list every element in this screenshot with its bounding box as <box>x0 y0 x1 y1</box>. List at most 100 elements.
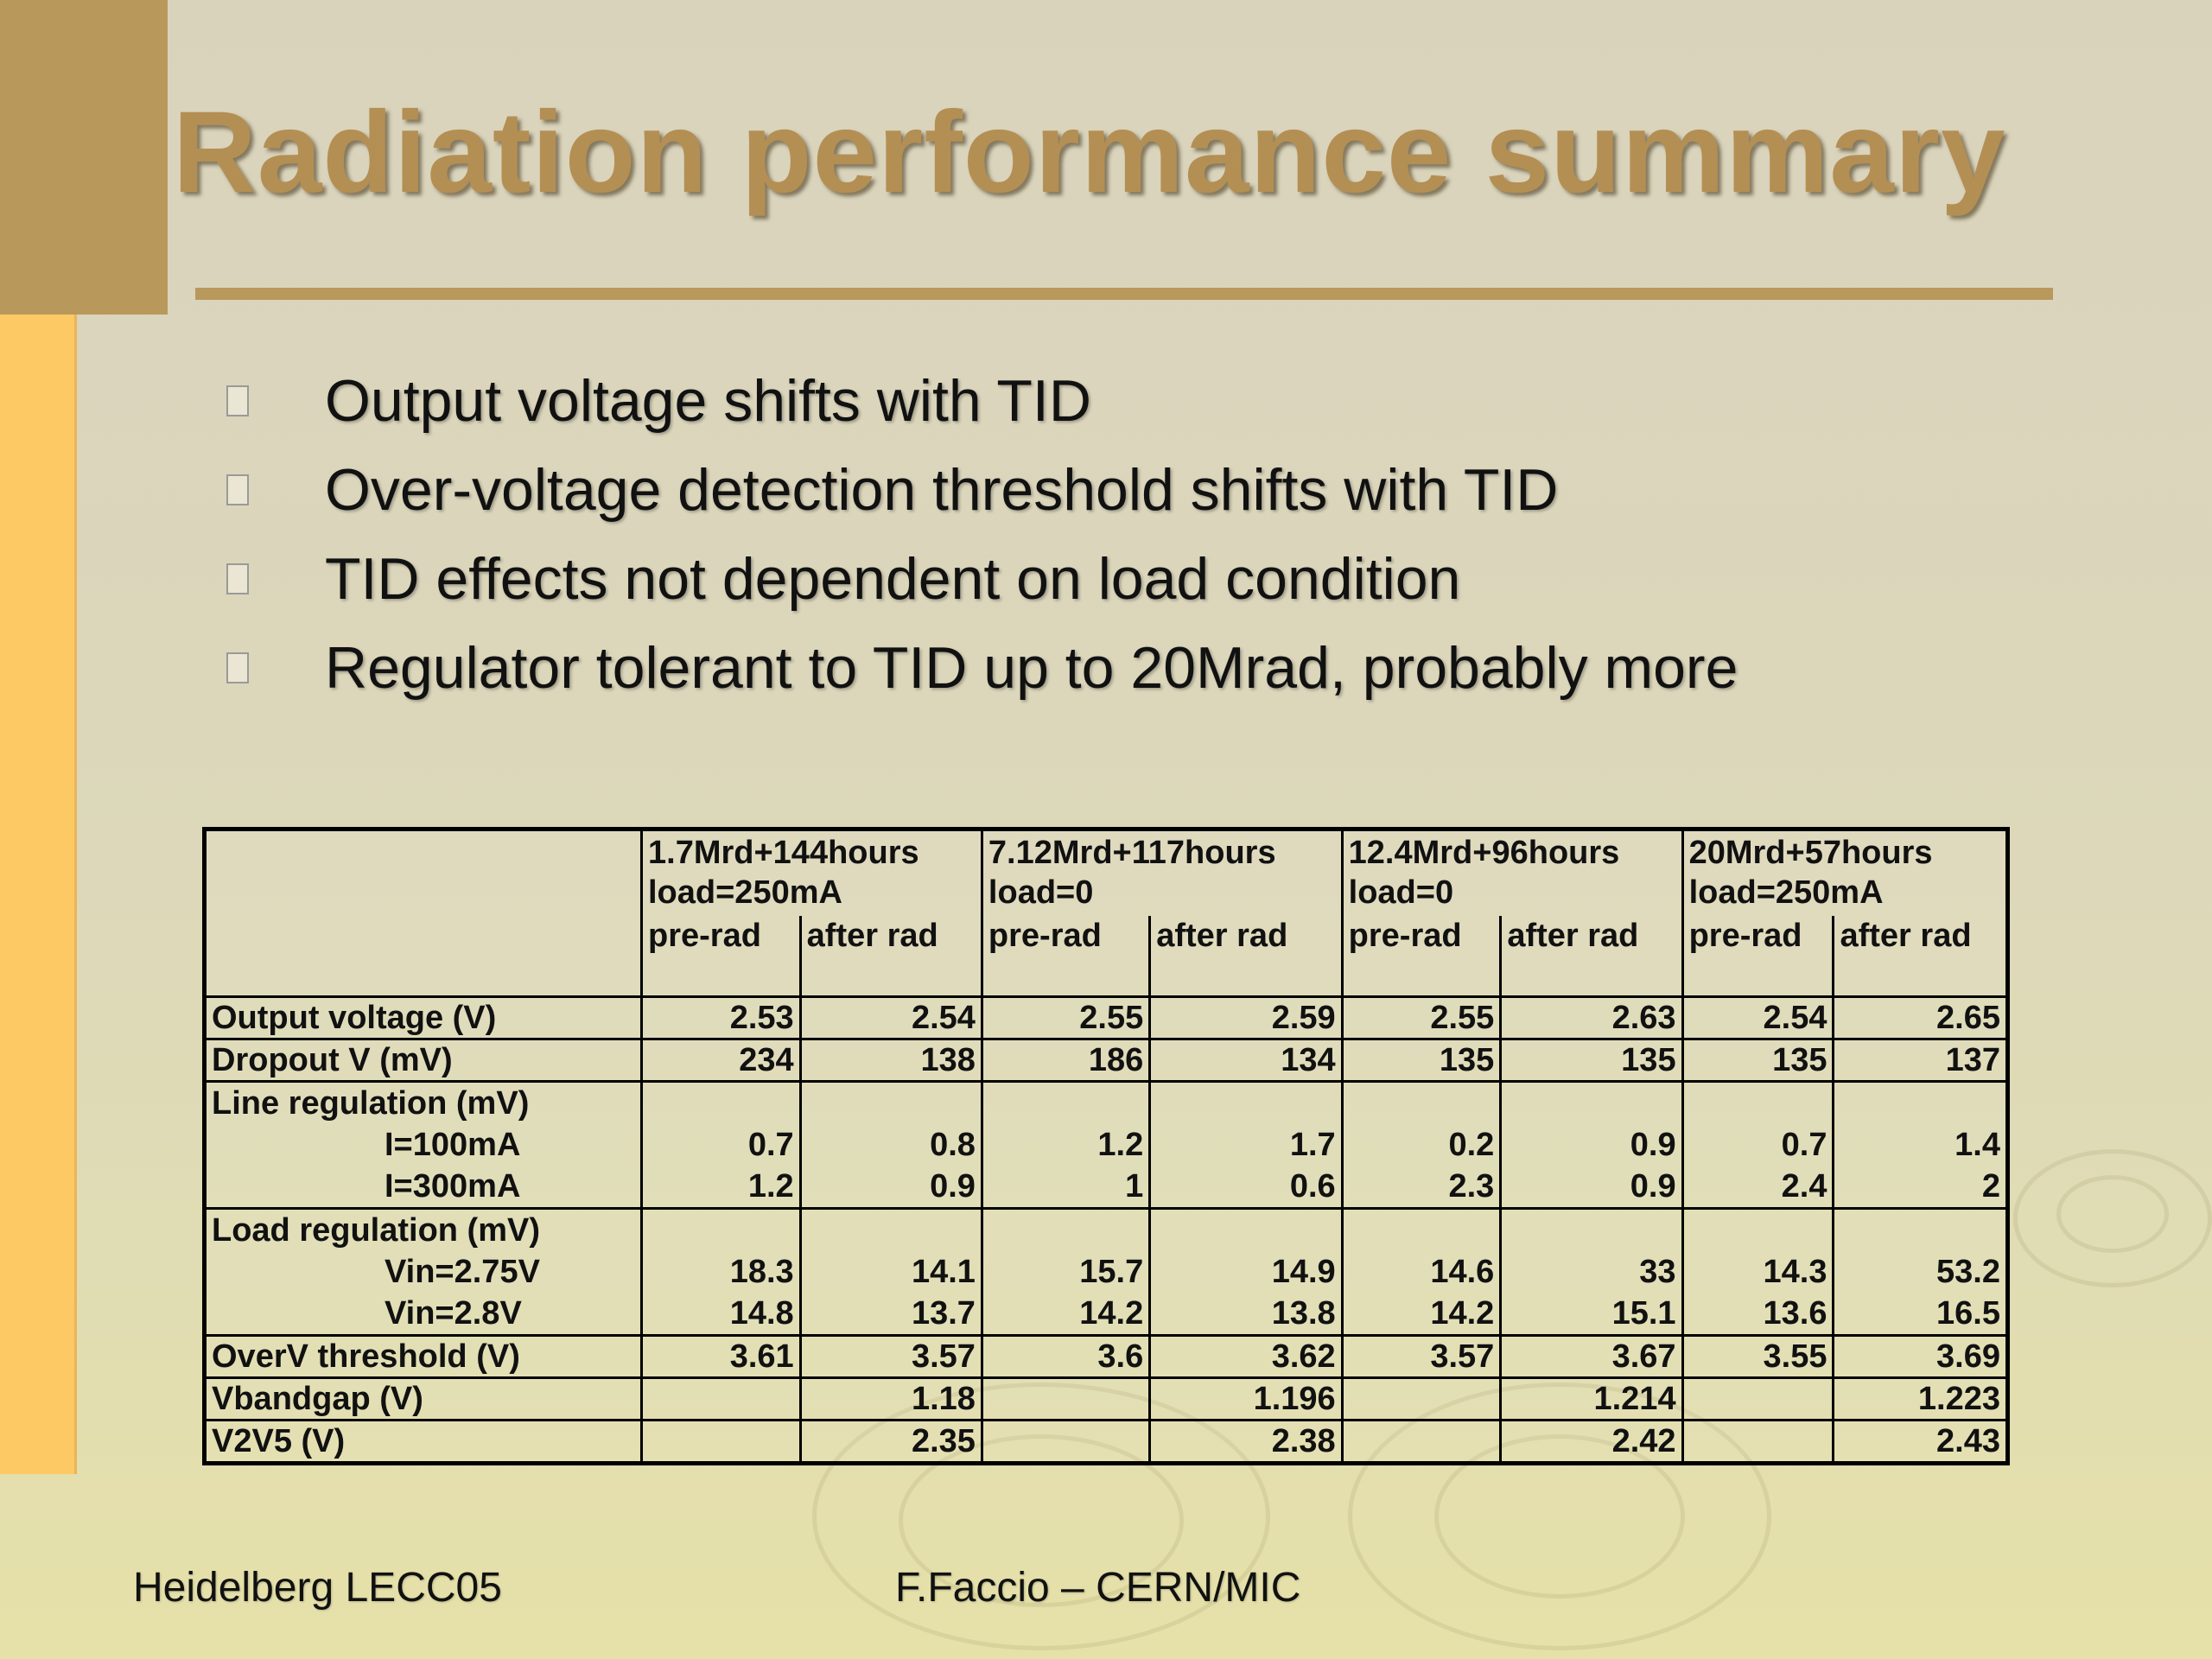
bullet-marker-icon <box>226 385 249 416</box>
value: 0.7 <box>747 1127 794 1163</box>
slide-title: Radiation performance summary <box>173 88 2006 217</box>
value-cell: 2.65 <box>1832 995 2009 1040</box>
group-header: 20Mrd+57hours load=250mA <box>1681 828 2010 916</box>
subheader-pre-rad: pre-rad <box>1681 916 1835 998</box>
table-row: Line regulation (mV) I=100mA I=300mA 0.7… <box>203 1080 2009 1210</box>
group-header: 12.4Mrd+96hours load=0 <box>1340 828 1684 916</box>
value-cell: 2.54 <box>1681 995 1835 1040</box>
value: 18.3 <box>729 1254 794 1290</box>
group-load: load=250mA <box>648 874 842 911</box>
bullet-marker-icon <box>226 652 249 683</box>
value: 1.2 <box>747 1168 794 1205</box>
value-cell: 2.53 <box>640 995 802 1040</box>
side-bar-decoration <box>0 315 77 1474</box>
bullet-text: TID effects not dependent on load condit… <box>325 545 1461 612</box>
table-row: Output voltage (V) 2.53 2.54 2.55 2.59 2… <box>203 995 2009 1040</box>
table-row: V2V5 (V) 2.35 2.38 2.42 2.43 <box>203 1419 2009 1465</box>
value-cell <box>1681 1419 1835 1465</box>
value-cell: 138 <box>798 1038 983 1083</box>
row-sublabel: Vin=2.8V <box>385 1295 522 1332</box>
value-cell: 135 <box>1499 1038 1684 1083</box>
value: 15.7 <box>1079 1254 1144 1290</box>
group-dose: 1.7Mrd+144hours <box>648 835 919 871</box>
value-cell: 3.57 <box>798 1334 983 1379</box>
value-cell: 2.59 <box>1148 995 1344 1040</box>
value: 14.9 <box>1271 1254 1336 1290</box>
subheader-pre-rad: pre-rad <box>640 916 802 998</box>
value: 13.7 <box>911 1295 976 1332</box>
value-cell: 14.1 13.7 <box>798 1207 983 1337</box>
group-header: 7.12Mrd+117hours load=0 <box>980 828 1344 916</box>
value: 2.4 <box>1781 1168 1827 1205</box>
value-cell: 134 <box>1148 1038 1344 1083</box>
value-cell: 2.42 <box>1499 1419 1684 1465</box>
group-header: 1.7Mrd+144hours load=250mA <box>640 828 983 916</box>
value: 1.7 <box>1289 1127 1336 1163</box>
value-cell <box>980 1376 1152 1421</box>
value: 2.3 <box>1448 1168 1495 1205</box>
value-cell: 1.18 <box>798 1376 983 1421</box>
table-corner-cell <box>203 828 643 997</box>
bullet-marker-icon <box>226 563 249 594</box>
value: 14.2 <box>1079 1295 1144 1332</box>
value-cell: 3.57 <box>1340 1334 1503 1379</box>
value-cell <box>980 1419 1152 1465</box>
value-cell: 0.2 2.3 <box>1340 1080 1503 1210</box>
bullet-item: Output voltage shifts with TID <box>216 356 2074 445</box>
subheader-after-rad: after rad <box>1148 916 1344 998</box>
subheader-after-rad: after rad <box>798 916 983 998</box>
value-cell: 3.55 <box>1681 1334 1835 1379</box>
value-cell: 135 <box>1340 1038 1503 1083</box>
value: 53.2 <box>1936 1254 2000 1290</box>
value: 14.1 <box>911 1254 976 1290</box>
value: 2 <box>1981 1168 2000 1205</box>
value: 33 <box>1639 1254 1676 1290</box>
group-load: load=0 <box>988 874 1094 911</box>
value: 13.6 <box>1763 1295 1827 1332</box>
group-dose: 12.4Mrd+96hours <box>1348 835 1620 871</box>
value: 14.8 <box>729 1295 794 1332</box>
value-cell: 0.7 1.2 <box>640 1080 802 1210</box>
title-underline <box>195 288 2053 300</box>
value-cell: 3.61 <box>640 1334 802 1379</box>
value: 1.2 <box>1097 1127 1144 1163</box>
value-cell: 1.4 2 <box>1832 1080 2009 1210</box>
subheader-pre-rad: pre-rad <box>980 916 1152 998</box>
value: 0.9 <box>930 1168 976 1205</box>
background-ripple <box>2013 1149 2212 1287</box>
value-cell: 14.6 14.2 <box>1340 1207 1503 1337</box>
bullet-marker-icon <box>226 474 249 505</box>
subheader-pre-rad: pre-rad <box>1340 916 1503 998</box>
value-cell: 0.9 0.9 <box>1499 1080 1684 1210</box>
radiation-results-table: 1.7Mrd+144hours load=250mA 7.12Mrd+117hou… <box>202 827 2010 1465</box>
bullet-text: Over-voltage detection threshold shifts … <box>325 456 1559 523</box>
table-row: Load regulation (mV) Vin=2.75V Vin=2.8V … <box>203 1207 2009 1337</box>
background-ripple <box>2056 1175 2169 1253</box>
value: 1 <box>1125 1168 1144 1205</box>
value-cell <box>1340 1419 1503 1465</box>
value-cell <box>640 1419 802 1465</box>
group-dose: 7.12Mrd+117hours <box>988 835 1276 871</box>
footer-event: Heidelberg LECC05 <box>133 1565 502 1611</box>
value-cell: 135 <box>1681 1038 1835 1083</box>
row-label: Vbandgap (V) <box>203 1376 643 1421</box>
value-cell: 186 <box>980 1038 1152 1083</box>
footer-author: F.Faccio – CERN/MIC <box>895 1565 1301 1611</box>
group-load: load=250mA <box>1688 874 1884 911</box>
bullet-list: Output voltage shifts with TID Over-volt… <box>216 356 2074 712</box>
value-cell: 3.67 <box>1499 1334 1684 1379</box>
value-cell: 14.9 13.8 <box>1148 1207 1344 1337</box>
value-cell: 1.7 0.6 <box>1148 1080 1344 1210</box>
row-label: OverV threshold (V) <box>203 1334 643 1379</box>
value: 0.9 <box>1630 1168 1676 1205</box>
value-cell: 2.63 <box>1499 995 1684 1040</box>
value-cell <box>640 1376 802 1421</box>
row-label-group: Load regulation (mV) Vin=2.75V Vin=2.8V <box>203 1207 643 1337</box>
value-cell: 18.3 14.8 <box>640 1207 802 1337</box>
row-label: Load regulation (mV) <box>212 1212 540 1249</box>
subheader-after-rad: after rad <box>1499 916 1684 998</box>
row-label-group: Line regulation (mV) I=100mA I=300mA <box>203 1080 643 1210</box>
value-cell <box>1681 1376 1835 1421</box>
table-row: OverV threshold (V) 3.61 3.57 3.6 3.62 3… <box>203 1334 2009 1379</box>
value-cell: 1.214 <box>1499 1376 1684 1421</box>
